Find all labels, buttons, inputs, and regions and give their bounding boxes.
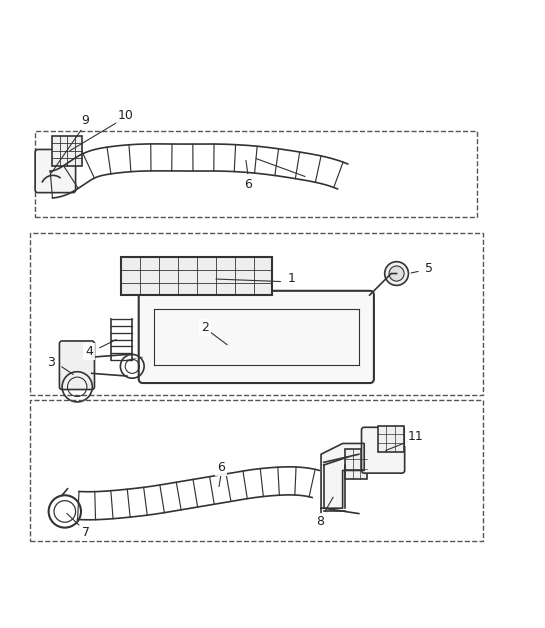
Text: 5: 5	[425, 262, 433, 274]
Text: 11: 11	[408, 430, 423, 443]
Bar	[346, 449, 367, 479]
Bar	[122, 257, 272, 295]
Text: 6: 6	[217, 461, 225, 474]
Text: 9: 9	[81, 114, 89, 127]
Text: 7: 7	[82, 526, 90, 539]
Bar	[52, 136, 82, 166]
Circle shape	[389, 266, 404, 281]
Circle shape	[385, 262, 408, 285]
Bar	[30, 400, 483, 541]
Text: 4: 4	[85, 345, 93, 358]
Bar	[30, 233, 483, 395]
FancyBboxPatch shape	[139, 291, 374, 383]
Bar	[378, 426, 404, 452]
Text: 6: 6	[244, 178, 252, 191]
FancyBboxPatch shape	[35, 149, 76, 193]
Text: 8: 8	[316, 515, 324, 528]
FancyBboxPatch shape	[59, 341, 94, 389]
Text: 10: 10	[118, 109, 134, 122]
Text: 2: 2	[201, 321, 209, 334]
Text: 3: 3	[47, 356, 55, 369]
Polygon shape	[321, 443, 364, 514]
Bar	[35, 131, 477, 217]
FancyBboxPatch shape	[361, 427, 405, 473]
Text: 1: 1	[287, 273, 295, 286]
